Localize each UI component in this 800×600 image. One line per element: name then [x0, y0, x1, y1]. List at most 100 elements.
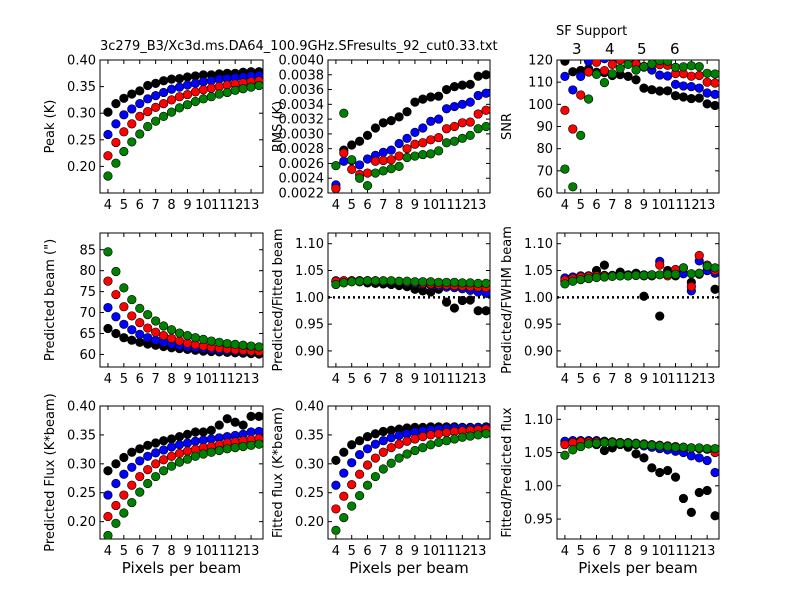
data-point — [710, 284, 719, 294]
data-point — [441, 84, 452, 95]
data-point — [347, 164, 357, 174]
y-tick-label: 1.05 — [524, 264, 553, 279]
x-tick-label: 11 — [211, 198, 228, 213]
y-tick-label: 0.20 — [67, 160, 96, 175]
y-tick-label: 0.35 — [295, 428, 324, 443]
data-point — [702, 77, 712, 87]
data-points — [103, 247, 263, 359]
data-point — [560, 450, 570, 460]
data-point — [103, 511, 113, 522]
data-point — [576, 130, 586, 140]
data-point — [331, 183, 341, 193]
data-point — [465, 278, 475, 288]
data-point — [151, 459, 161, 469]
data-point — [127, 497, 137, 508]
data-point — [362, 432, 373, 442]
data-point — [103, 171, 113, 181]
data-point — [119, 93, 129, 103]
data-points — [560, 250, 719, 321]
data-point — [214, 420, 224, 430]
data-point — [119, 508, 129, 518]
x-tick-label: 6 — [592, 198, 600, 213]
y-tick-label: 1.00 — [524, 479, 553, 494]
data-point — [254, 411, 263, 422]
y-tick-label: 120 — [528, 54, 553, 69]
data-point — [143, 94, 153, 104]
data-point — [182, 89, 193, 100]
data-point — [607, 69, 617, 79]
data-point — [111, 478, 121, 489]
data-point — [473, 278, 483, 288]
data-point — [426, 92, 436, 102]
data-point — [370, 168, 381, 178]
y-axis-label: Predicted Flux (K*beam) — [43, 393, 58, 551]
data-point — [111, 137, 121, 148]
data-point — [457, 99, 467, 109]
data-point — [174, 457, 185, 467]
data-point — [386, 443, 396, 453]
data-point — [449, 121, 460, 132]
data-point — [378, 118, 388, 128]
data-point — [568, 182, 578, 192]
y-tick-label: 1.05 — [524, 446, 553, 461]
data-point — [230, 85, 240, 95]
x-tick-label: 12 — [454, 372, 471, 387]
data-point — [584, 67, 594, 77]
y-tick-label: 0.25 — [67, 133, 96, 148]
data-point — [647, 60, 657, 69]
data-point — [426, 277, 436, 287]
data-point — [481, 429, 490, 439]
y-tick-label: 0.90 — [524, 344, 553, 359]
data-point — [647, 85, 657, 95]
data-points — [560, 435, 719, 521]
figure-title: 3c279_B3/Xc3d.ms.DA64_100.9GHz.SFresults… — [100, 39, 498, 54]
x-tick-label: 11 — [438, 544, 455, 559]
x-tick-label: 8 — [395, 198, 403, 213]
data-point — [182, 72, 193, 82]
data-point — [159, 445, 169, 455]
data-point — [702, 261, 712, 271]
data-point — [206, 447, 216, 457]
x-tick-label: 11 — [438, 372, 455, 387]
data-point — [678, 263, 689, 273]
data-point — [174, 92, 185, 102]
data-point — [481, 105, 490, 115]
x-tick-label: 6 — [136, 372, 144, 387]
data-point — [246, 440, 256, 450]
data-point — [426, 440, 436, 450]
x-tick-label: 4 — [332, 544, 340, 559]
data-point — [678, 493, 689, 504]
data-point — [174, 440, 185, 450]
data-point — [347, 458, 357, 468]
data-point — [135, 329, 145, 339]
data-point — [584, 273, 594, 284]
data-point — [702, 443, 712, 454]
data-point — [355, 449, 365, 460]
data-point — [166, 333, 177, 344]
data-point — [135, 444, 145, 454]
data-point — [702, 485, 712, 496]
data-point — [670, 269, 681, 279]
x-tick-label: 6 — [363, 544, 371, 559]
data-point — [159, 111, 169, 121]
data-point — [607, 437, 617, 448]
data-point — [670, 79, 681, 89]
data-point — [418, 149, 428, 160]
data-point — [394, 453, 404, 463]
x-tick-label: 8 — [395, 544, 403, 559]
data-point — [670, 62, 681, 72]
data-point — [222, 338, 232, 349]
x-tick-label: 5 — [120, 544, 128, 559]
data-point — [655, 86, 665, 96]
data-point — [159, 99, 169, 109]
y-tick-label: 70 — [536, 164, 553, 179]
data-point — [410, 127, 420, 138]
data-point — [615, 438, 625, 448]
data-point — [127, 104, 137, 114]
data-point — [410, 151, 420, 161]
x-tick-label: 10 — [422, 372, 439, 387]
data-point — [710, 263, 719, 273]
data-point — [222, 444, 232, 454]
data-point — [394, 161, 404, 171]
data-point — [449, 277, 460, 287]
